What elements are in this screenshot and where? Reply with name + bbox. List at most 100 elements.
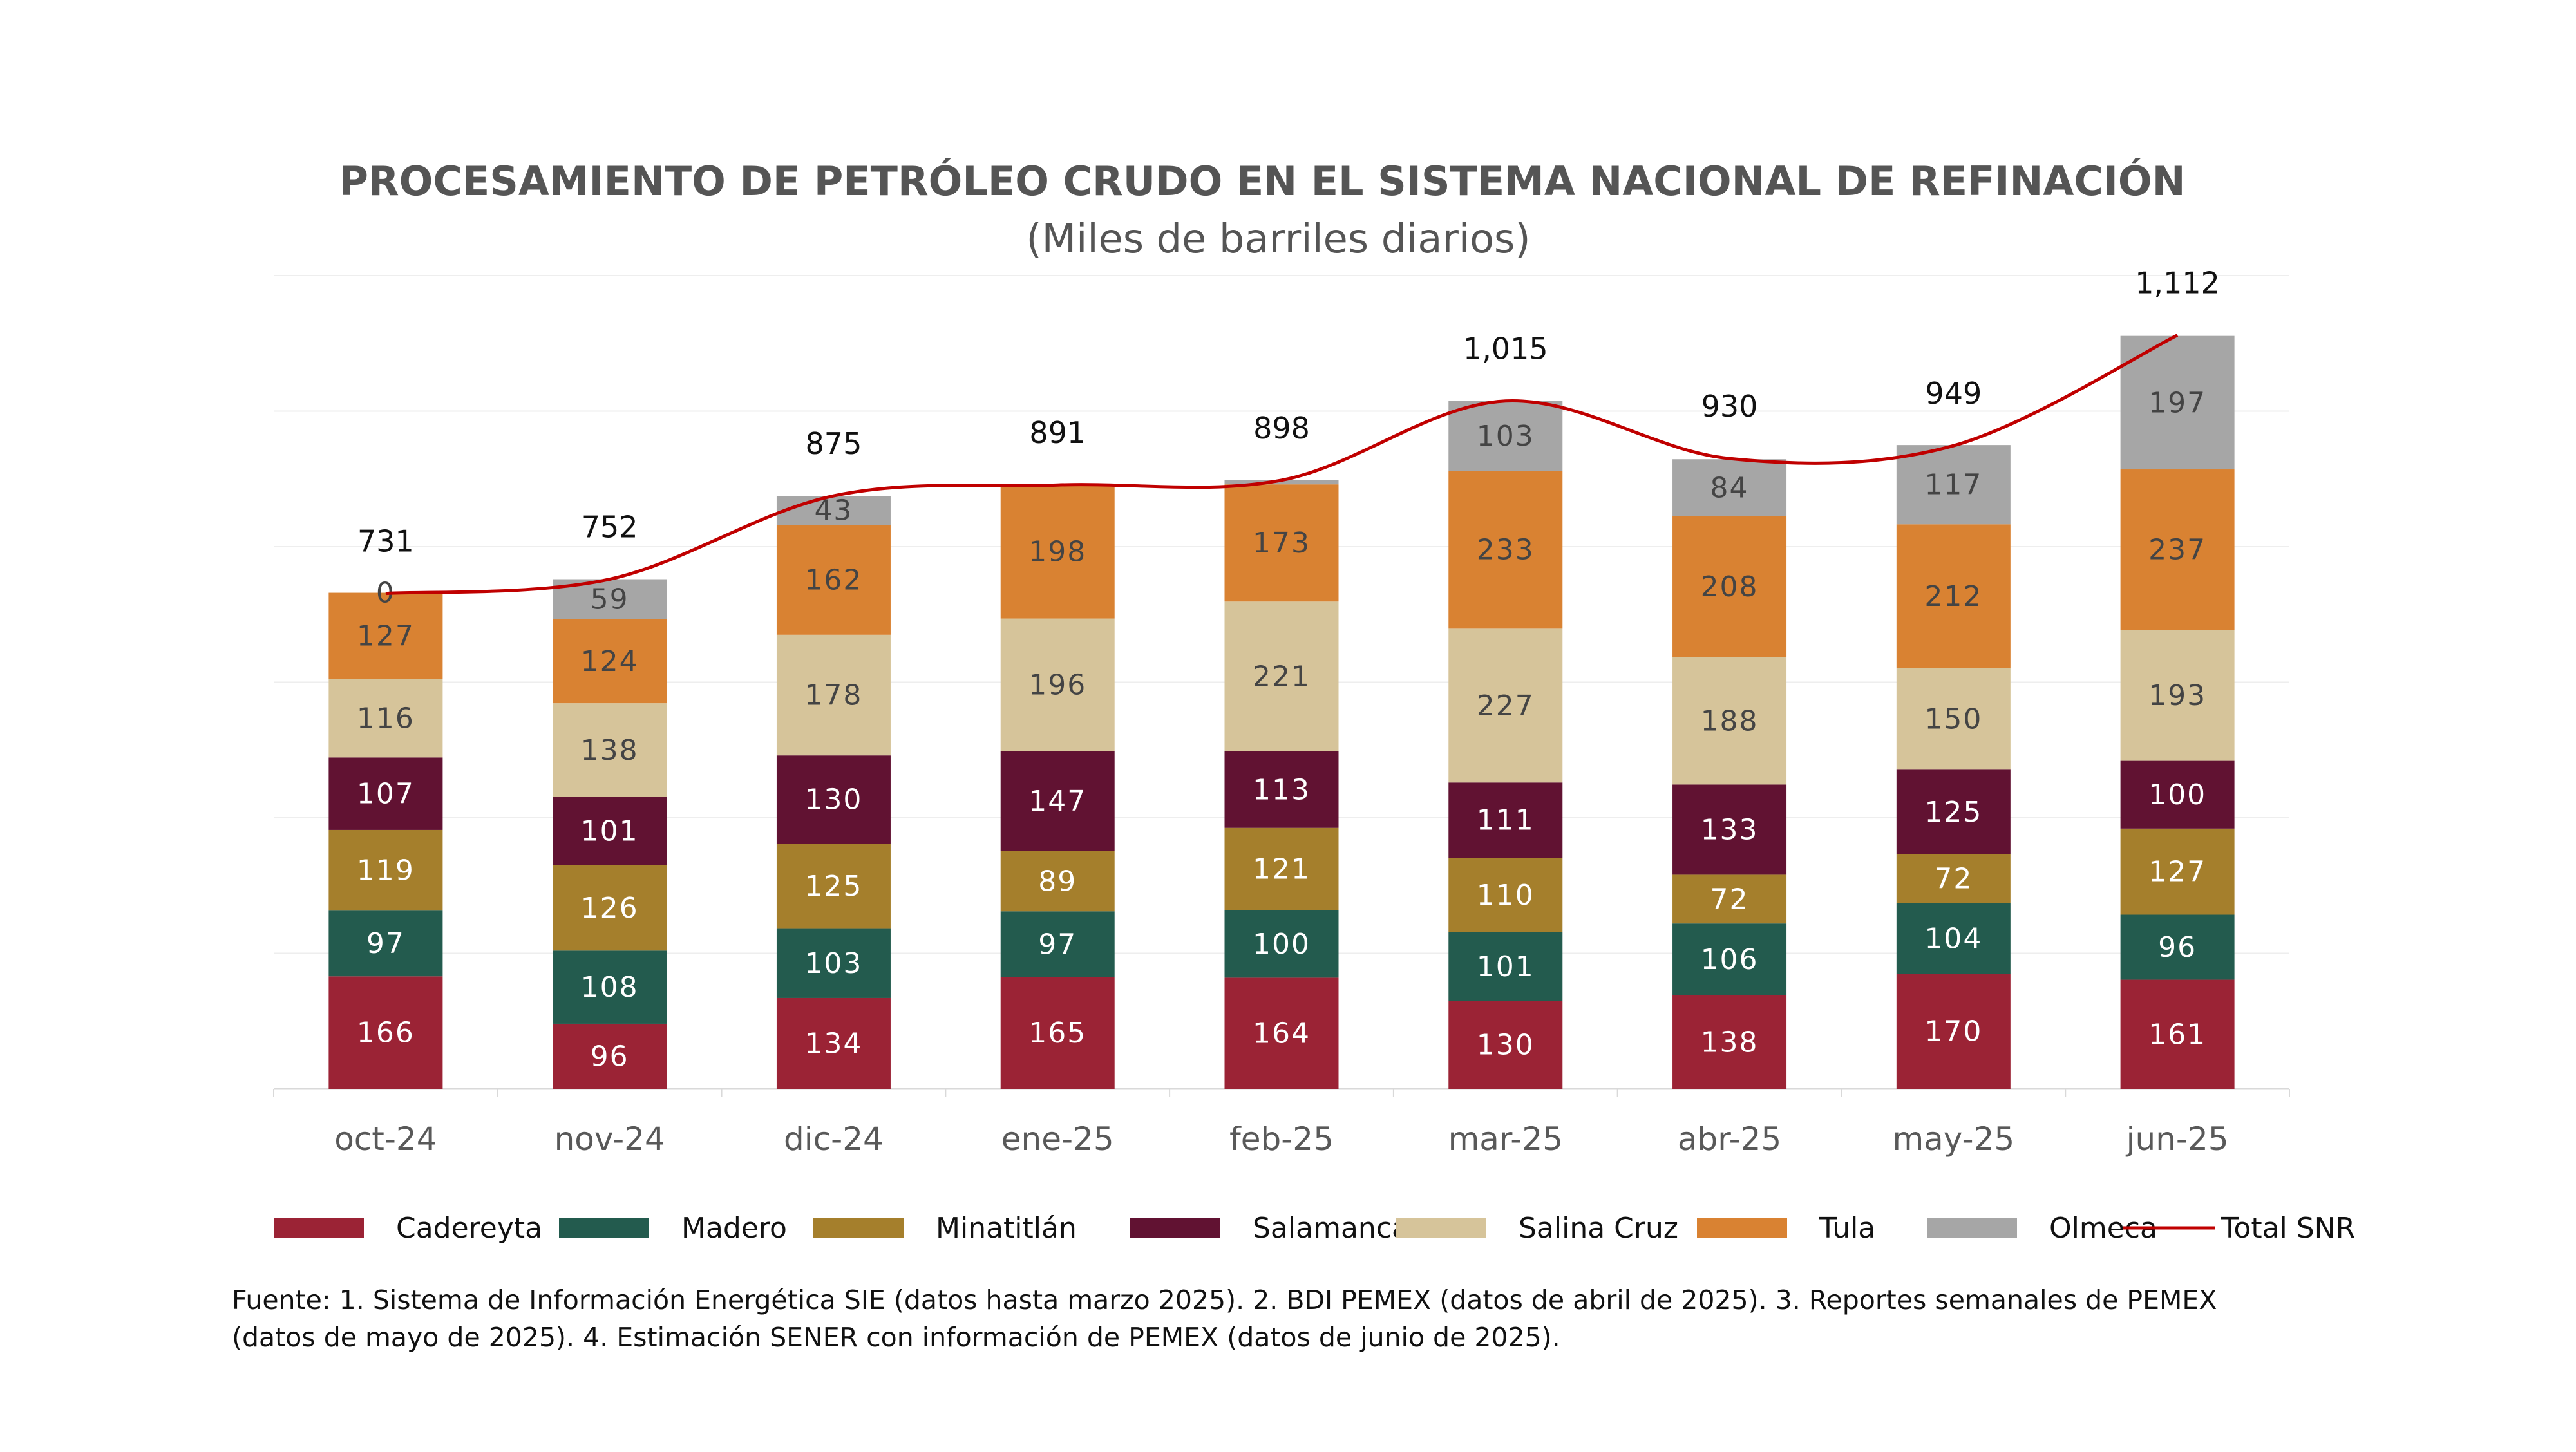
data-label: 100 [2148, 778, 2206, 811]
data-label: 96 [2158, 931, 2197, 964]
data-label: 72 [1934, 863, 1973, 896]
total-label: 891 [1029, 415, 1086, 450]
legend-label: Tula [1819, 1212, 1875, 1245]
data-label: 126 [581, 892, 639, 925]
data-label: 101 [1477, 950, 1535, 983]
legend-label: Total SNR [2221, 1212, 2355, 1245]
data-label: 196 [1028, 669, 1086, 702]
data-label: 116 [357, 702, 415, 735]
data-label: 197 [2148, 386, 2206, 419]
total-label: 875 [806, 426, 862, 461]
data-label: 165 [1028, 1017, 1086, 1050]
data-label: 147 [1028, 785, 1086, 818]
data-label: 227 [1477, 690, 1535, 722]
data-label: 108 [581, 971, 639, 1004]
total-label: 1,112 [2135, 266, 2220, 301]
data-label: 173 [1253, 527, 1311, 560]
bar-segment [1896, 668, 2011, 770]
bar-segment [1224, 601, 1339, 751]
data-label: 237 [2148, 534, 2206, 567]
data-label: 59 [591, 583, 629, 616]
legend-swatch [1697, 1218, 1787, 1238]
data-label: 106 [1701, 943, 1759, 976]
data-label: 97 [1038, 928, 1077, 961]
bar-segment [1896, 854, 2011, 903]
total-label: 752 [582, 510, 638, 545]
chart-title: PROCESAMIENTO DE PETRÓLEO CRUDO EN EL SI… [339, 158, 2185, 205]
bar-segment [553, 950, 667, 1024]
data-label: 198 [1028, 535, 1086, 568]
legend-label: Salamanca [1253, 1212, 1409, 1245]
data-label: 161 [2148, 1018, 2206, 1051]
data-label: 124 [581, 645, 639, 678]
bar-segment [2120, 760, 2235, 829]
bar-segment [776, 496, 891, 525]
bar-segment [1448, 858, 1563, 932]
total-snr-line [385, 334, 2179, 596]
total-label: 930 [1701, 389, 1758, 424]
data-label: 221 [1253, 661, 1311, 693]
bar-segment [2120, 914, 2235, 980]
data-label: 127 [357, 619, 415, 652]
data-label: 121 [1253, 853, 1311, 885]
bar-segment [1448, 782, 1563, 858]
x-tick-label: nov-24 [554, 1120, 665, 1158]
bar-segment [1672, 784, 1787, 875]
x-tick-label: abr-25 [1678, 1120, 1781, 1158]
x-tick-label: oct-24 [334, 1120, 437, 1158]
data-label: 84 [1710, 471, 1749, 504]
data-label: 134 [804, 1027, 862, 1060]
total-label: 898 [1253, 411, 1310, 446]
bar-segment [1896, 769, 2011, 854]
legend-swatch [1396, 1218, 1486, 1238]
data-label: 133 [1701, 813, 1759, 846]
legend: Cadereyta Madero Minatitlán Salamanca Salina… [274, 1212, 2355, 1245]
bar-segment [2120, 979, 2235, 1089]
bar-segment [1224, 480, 1339, 485]
bar-segment [1224, 827, 1339, 910]
data-label: 193 [2148, 679, 2206, 712]
data-label: 107 [357, 778, 415, 811]
x-tick-label: ene-25 [1001, 1120, 1114, 1158]
x-tick-label: dic-24 [784, 1120, 884, 1158]
bar-segment [1000, 851, 1115, 912]
data-label: 111 [1477, 804, 1535, 837]
bars [328, 335, 2235, 1089]
bar-segment [776, 928, 891, 998]
x-tick-label: feb-25 [1229, 1120, 1334, 1158]
bar-segment [328, 829, 443, 911]
bar-segment [328, 679, 443, 758]
bar-segment [1896, 524, 2011, 668]
bar-segment [1000, 618, 1115, 751]
bar-segment [1672, 657, 1787, 785]
bar-segment [2120, 469, 2235, 630]
total-label: 1,015 [1463, 332, 1548, 366]
bar-segment [2120, 630, 2235, 761]
legend-label: Madero [681, 1212, 787, 1245]
data-label: 233 [1477, 534, 1535, 567]
bar-segment [2120, 828, 2235, 915]
bar-segment [1448, 471, 1563, 629]
bar-segment [1000, 977, 1115, 1089]
bar-segment [553, 797, 667, 865]
data-label: 113 [1253, 773, 1311, 806]
segment-labels: 1669711910711612709610812610113812459134… [357, 386, 2206, 1073]
data-label: 72 [1710, 883, 1749, 916]
bar-segment [776, 634, 891, 756]
legend-swatch [813, 1218, 904, 1238]
total-label: 731 [357, 524, 414, 559]
bar-segment [553, 619, 667, 704]
bar-segment [776, 755, 891, 844]
bar-segment [1224, 977, 1339, 1089]
bar-segment [776, 525, 891, 635]
data-label: 100 [1253, 928, 1311, 961]
data-label: 125 [804, 870, 862, 903]
source-footnote-line-1: Fuente: 1. Sistema de Información Energé… [232, 1285, 2217, 1315]
bar-segment [553, 703, 667, 797]
data-label: 208 [1701, 570, 1759, 603]
bar-segment [776, 843, 891, 929]
source-footnote-line-2: (datos de mayo de 2025). 4. Estimación S… [232, 1322, 1560, 1353]
bar-segment [1448, 401, 1563, 471]
